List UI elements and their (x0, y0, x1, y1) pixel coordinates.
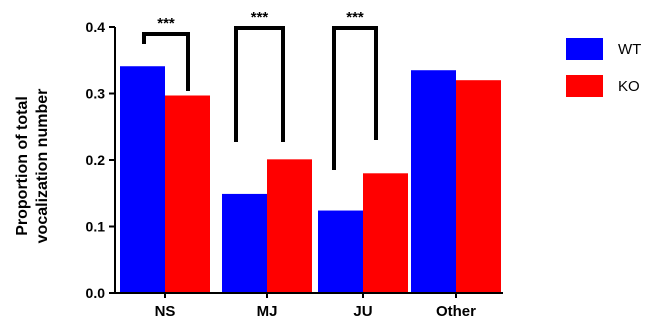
bar-wt-ns (120, 66, 165, 293)
y-tick-label: 0.1 (86, 219, 106, 235)
x-tick-label-other: Other (436, 303, 476, 320)
bar-wt-ju (318, 210, 363, 293)
x-tick-label-ns: NS (155, 303, 176, 320)
y-axis-title-line-1: Proportion of total (14, 96, 31, 236)
legend-swatch-ko (566, 75, 603, 97)
significance-label-mj: *** (251, 9, 269, 26)
y-tick-label: 0.3 (86, 86, 106, 102)
significance-label-ns: *** (157, 15, 175, 32)
plot-area: 0.0 0.1 0.2 0.3 0.4 NS MJ JU Other *** *** *** (86, 9, 503, 320)
y-axis-title-line-2: vocalization number (34, 89, 51, 244)
significance-bracket-ns (142, 32, 190, 91)
x-tick-label-ju: JU (353, 303, 372, 320)
y-tick-label: 0.2 (86, 152, 106, 168)
legend-swatch-wt (566, 38, 603, 60)
x-tick-label-mj: MJ (257, 303, 278, 320)
significance-label-ju: *** (346, 9, 364, 26)
significance-bracket-ju (332, 26, 378, 170)
bar-ko-other (456, 80, 501, 293)
bar-ko-ns (165, 95, 210, 294)
bar-ko-mj (267, 159, 312, 293)
significance-bracket-mj (234, 26, 285, 142)
legend-label-ko: KO (618, 78, 640, 95)
y-axis-title: Proportion of total vocalization number (14, 89, 51, 244)
legend-label-wt: WT (618, 41, 641, 58)
y-tick-label: 0.4 (86, 19, 106, 35)
legend: WT KO (566, 38, 641, 97)
y-tick-label: 0.0 (86, 285, 106, 301)
bar-ko-ju (363, 173, 408, 293)
bar-wt-mj (222, 193, 267, 293)
bar-wt-other (411, 70, 456, 293)
